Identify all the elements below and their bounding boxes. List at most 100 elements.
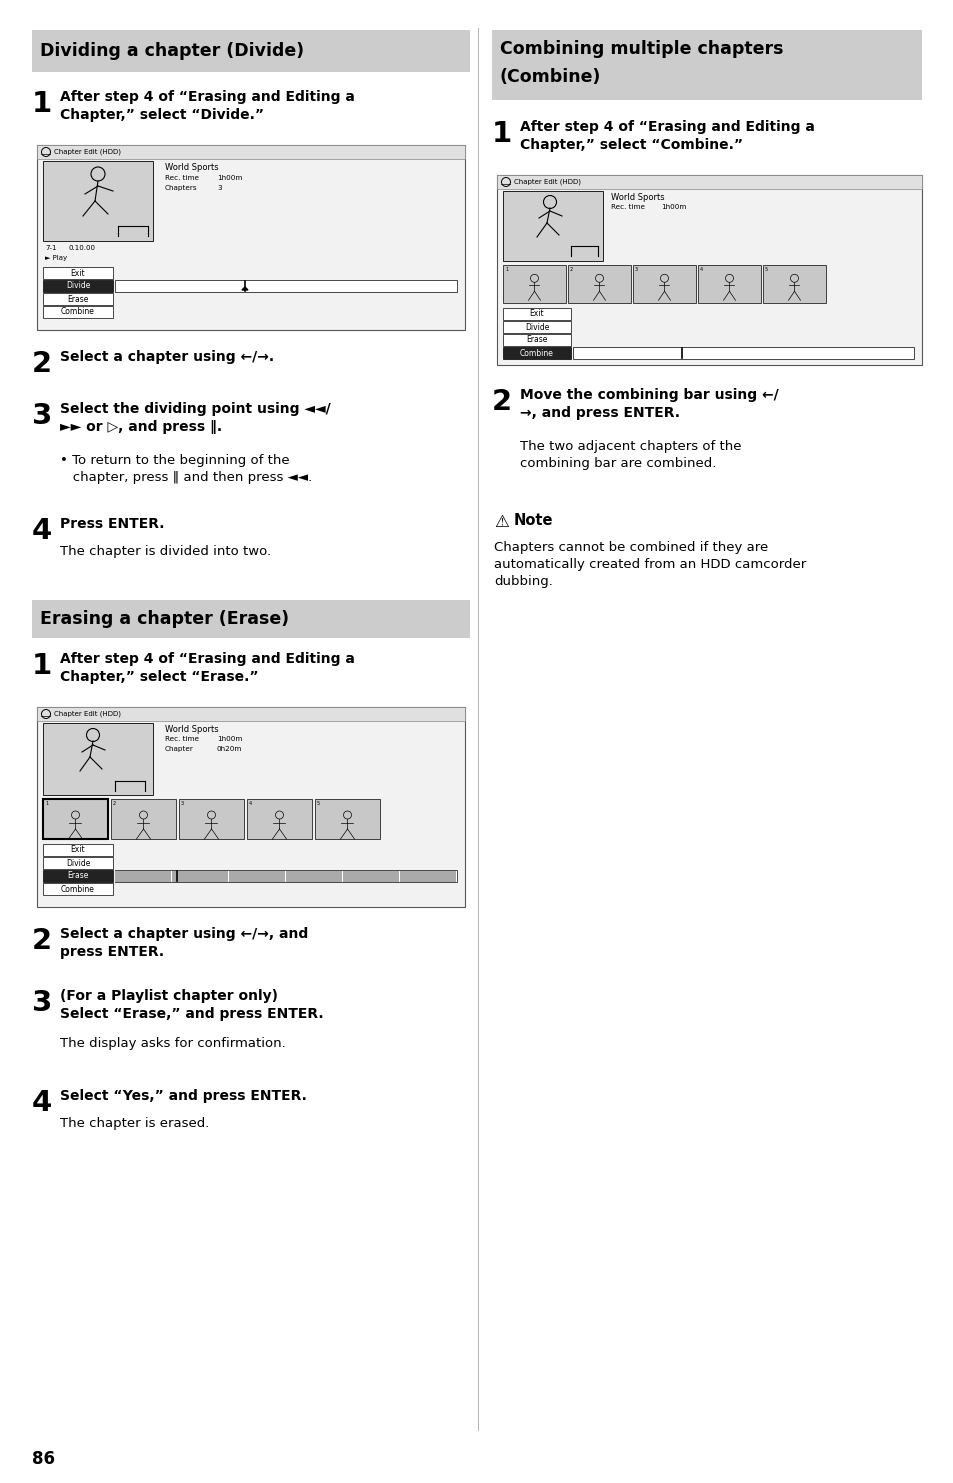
Bar [43,799,108,839]
Text: 2: 2 [32,350,52,378]
Bar [115,871,456,882]
Text: 1h00m: 1h00m [660,205,685,211]
Text: Erase: Erase [526,335,547,344]
Text: Erase: Erase [68,295,89,304]
Bar [43,882,112,896]
Bar [502,308,571,320]
Bar [43,305,112,317]
Text: Combine: Combine [61,884,95,893]
Text: Divide: Divide [524,322,549,332]
Text: 2: 2 [569,267,573,271]
Bar [400,871,456,881]
Bar [247,799,312,839]
Text: 3: 3 [216,185,221,191]
Text: 5: 5 [316,801,320,805]
Text: World Sports: World Sports [165,725,218,734]
Bar [43,267,112,279]
Text: Combine: Combine [61,307,95,316]
Text: ► Play: ► Play [45,255,67,261]
Text: Select the dividing point using ◄◄/
►► or ▷, and press ‖.: Select the dividing point using ◄◄/ ►► o… [60,402,331,435]
Bar [573,347,913,359]
Text: (Combine): (Combine) [499,68,600,86]
Bar [230,871,285,881]
Bar [497,175,921,365]
Text: 1: 1 [504,267,508,271]
Text: 1: 1 [32,90,52,119]
Bar [37,707,464,721]
Text: 3: 3 [32,402,52,430]
Text: 1: 1 [492,120,512,148]
Text: World Sports: World Sports [165,163,218,172]
Text: 0h20m: 0h20m [216,746,242,752]
Bar [633,265,696,303]
Text: 4: 4 [249,801,252,805]
Bar [314,799,379,839]
Text: Rec. time: Rec. time [165,175,199,181]
Bar [43,844,112,856]
Text: (For a Playlist chapter only)
Select “Erase,” and press ENTER.: (For a Playlist chapter only) Select “Er… [60,989,323,1020]
Bar [172,871,229,881]
Bar [502,320,571,334]
Bar [43,162,152,242]
Text: Divide: Divide [66,859,91,868]
Text: 1h00m: 1h00m [216,736,242,742]
Bar [111,799,175,839]
Text: • To return to the beginning of the
   chapter, press ‖ and then press ◄◄.: • To return to the beginning of the chap… [60,454,312,483]
Text: 2: 2 [112,801,116,805]
Bar [502,347,571,359]
Text: Chapter Edit (HDD): Chapter Edit (HDD) [54,148,121,156]
Text: The chapter is divided into two.: The chapter is divided into two. [60,544,271,558]
Text: Select “Yes,” and press ENTER.: Select “Yes,” and press ENTER. [60,1089,307,1103]
Text: Note: Note [514,513,553,528]
Text: Chapter Edit (HDD): Chapter Edit (HDD) [514,179,580,185]
Text: Chapter Edit (HDD): Chapter Edit (HDD) [54,710,121,718]
Text: Select a chapter using ←/→.: Select a chapter using ←/→. [60,350,274,363]
Text: 1: 1 [32,653,52,681]
Bar [43,799,108,839]
Bar [32,601,470,638]
Text: After step 4 of “Erasing and Editing a
Chapter,” select “Divide.”: After step 4 of “Erasing and Editing a C… [60,90,355,122]
Text: Exit: Exit [71,845,85,854]
Text: The display asks for confirmation.: The display asks for confirmation. [60,1037,286,1050]
Text: Erase: Erase [68,872,89,881]
Text: Exit: Exit [529,310,544,319]
Text: 86: 86 [32,1450,55,1468]
Bar [37,145,464,159]
Text: 3: 3 [181,801,184,805]
Bar [762,265,825,303]
Text: Dividing a chapter (Divide): Dividing a chapter (Divide) [40,42,304,59]
Bar [698,265,760,303]
Bar [497,175,921,188]
Text: 1: 1 [45,801,48,805]
Text: The chapter is erased.: The chapter is erased. [60,1117,209,1130]
Text: Press ENTER.: Press ENTER. [60,518,164,531]
Text: After step 4 of “Erasing and Editing a
Chapter,” select “Combine.”: After step 4 of “Erasing and Editing a C… [519,120,814,151]
Bar [43,294,112,305]
Polygon shape [242,288,248,291]
Bar [115,871,172,881]
Text: World Sports: World Sports [610,193,664,202]
Bar [502,191,602,261]
Bar [43,857,112,869]
Bar [43,871,112,882]
Bar [37,707,464,908]
Text: ⚠: ⚠ [494,513,508,531]
Bar [286,871,342,881]
Bar [32,30,470,73]
Bar [502,334,571,346]
Text: Combine: Combine [519,349,554,357]
Bar [492,30,921,99]
Bar [43,724,152,795]
Text: Chapter: Chapter [165,746,193,752]
Text: Rec. time: Rec. time [610,205,644,211]
Text: After step 4 of “Erasing and Editing a
Chapter,” select “Erase.”: After step 4 of “Erasing and Editing a C… [60,653,355,684]
Text: Chapters cannot be combined if they are
automatically created from an HDD camcor: Chapters cannot be combined if they are … [494,541,805,587]
Bar [179,799,244,839]
Text: 4: 4 [32,1089,52,1117]
Bar [343,871,399,881]
Text: Exit: Exit [71,268,85,277]
Bar [115,280,456,292]
Text: 0.10.00: 0.10.00 [69,245,96,251]
Bar [37,145,464,331]
Text: Move the combining bar using ←/
→, and press ENTER.: Move the combining bar using ←/ →, and p… [519,389,778,420]
